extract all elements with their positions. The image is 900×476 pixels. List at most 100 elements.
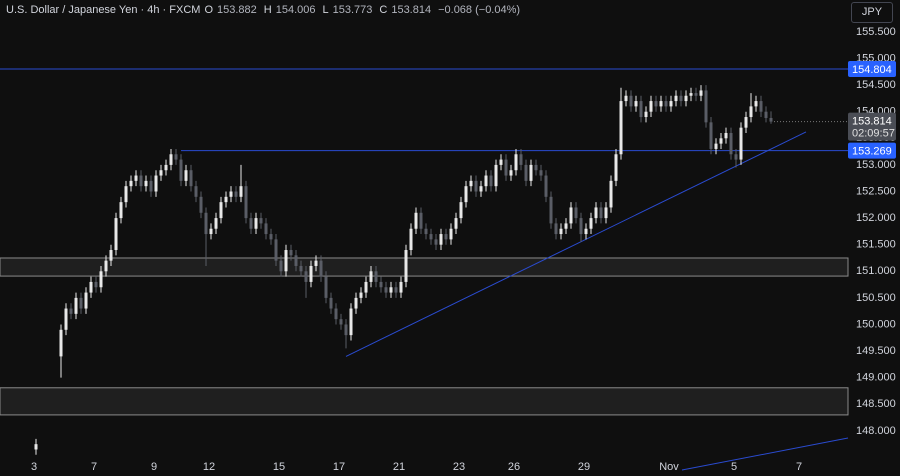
candle-body [249, 218, 253, 229]
x-tick-label: 21 [393, 461, 405, 473]
level-label: 154.804 [852, 64, 892, 76]
ohlc-value: 153.773 [332, 4, 373, 16]
candle-body [474, 180, 478, 192]
candle-body [679, 95, 683, 102]
candle-body [379, 281, 383, 288]
x-tick-label: 5 [731, 461, 737, 473]
candle-body [674, 95, 678, 102]
candle-body [264, 223, 268, 235]
candle-body [284, 250, 288, 272]
ohlc-value: 153.882 [217, 4, 257, 16]
candle-body [739, 127, 743, 160]
y-tick-label: 150.000 [856, 318, 896, 330]
candle-body [414, 212, 418, 229]
price-label-box [848, 112, 896, 141]
candle-body [669, 101, 673, 107]
candle-body [59, 329, 63, 357]
candle-body [84, 292, 88, 309]
candle-body [549, 196, 553, 224]
candle-body [399, 281, 403, 293]
candle-body [374, 271, 378, 282]
candle-body [134, 175, 138, 181]
candle-body [704, 90, 708, 123]
candle-body [144, 180, 148, 187]
candle-body [649, 101, 653, 112]
candle-body [699, 90, 703, 96]
ohlc-letter: O [204, 4, 213, 16]
candle-body [524, 164, 528, 181]
candle-body [154, 175, 158, 192]
y-tick-label: 152.000 [856, 212, 896, 224]
trendline [345, 131, 807, 357]
y-tick-label: 148.000 [856, 425, 896, 437]
candle-body [99, 271, 103, 288]
candle-body [119, 202, 123, 219]
candle-body [224, 196, 228, 203]
candle-body [434, 239, 438, 245]
candle-body [74, 297, 78, 314]
price-label: 153.814 [852, 116, 892, 128]
candle-body [654, 101, 658, 107]
candle-body [589, 218, 593, 229]
candle-body [109, 250, 113, 261]
candle-body [334, 308, 338, 320]
candle-body [289, 250, 293, 256]
candle-body [499, 159, 503, 165]
candle-body [709, 122, 713, 149]
candle-body [484, 175, 488, 187]
candle-body [614, 154, 618, 181]
candle-body [69, 308, 73, 314]
candle-body [644, 111, 648, 118]
candle-body [564, 223, 568, 229]
candle-body [269, 234, 273, 240]
candle-body [189, 170, 193, 187]
candle-body [279, 260, 283, 272]
candle-body [329, 297, 333, 309]
change: −0.068 (−0.04%) [438, 4, 521, 16]
candle-body [124, 186, 128, 203]
x-tick-label: 23 [453, 461, 465, 473]
candle-body [64, 308, 68, 330]
candle-body [319, 260, 323, 277]
candle-body [299, 265, 303, 272]
candle-body [489, 175, 493, 187]
candle-body [519, 154, 523, 165]
candle-body [459, 202, 463, 219]
candle-body [239, 186, 243, 197]
candle-body [364, 281, 368, 293]
candle-body [199, 196, 203, 213]
candle-body [429, 234, 433, 240]
candle-body [634, 101, 638, 107]
candle-body [164, 164, 168, 171]
candle-body [584, 228, 588, 235]
candle-body [344, 324, 348, 336]
drawing-line [681, 437, 849, 471]
candle-body [259, 218, 263, 224]
candle-body [544, 175, 548, 197]
ohlc-letter: H [263, 4, 272, 16]
currency-button[interactable]: JPY [851, 2, 893, 23]
candle-body [744, 117, 748, 128]
candle-body [449, 228, 453, 240]
candle-body [719, 138, 723, 144]
candle-body [79, 297, 83, 309]
candle-body [129, 180, 133, 187]
candle-body [729, 132, 733, 155]
candle-body [464, 186, 468, 203]
countdown: 02:09:57 [852, 128, 895, 140]
candle-body [354, 297, 358, 309]
candle-body [604, 207, 608, 219]
candle-body [384, 287, 388, 293]
candle-body [619, 101, 623, 155]
candle-body [324, 276, 328, 298]
candle-body [769, 117, 773, 122]
candle-body [234, 191, 238, 197]
candle-body [569, 207, 573, 224]
y-tick-label: 155.000 [856, 52, 896, 64]
candle-body [94, 281, 98, 288]
candle-body [174, 154, 178, 160]
candle-body [539, 170, 543, 176]
candle-body [454, 218, 458, 229]
y-tick-label: 155.500 [856, 26, 896, 38]
